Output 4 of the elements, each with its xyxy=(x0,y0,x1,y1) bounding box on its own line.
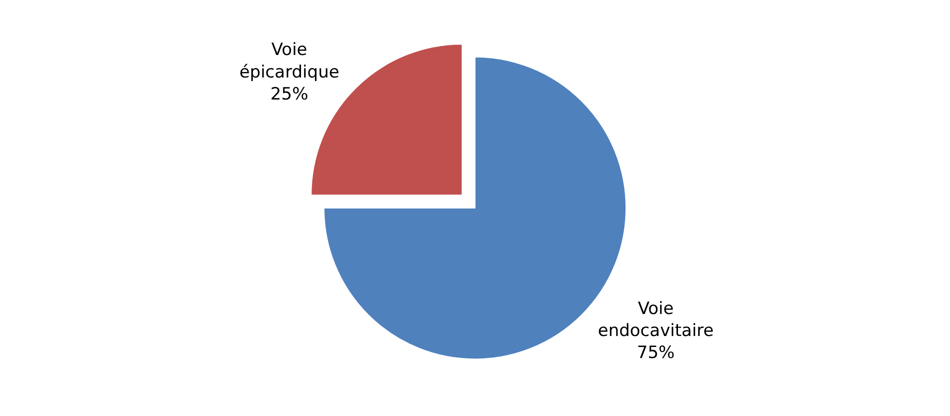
data-label: 25% xyxy=(270,84,308,104)
data-label: 75% xyxy=(636,342,675,363)
slice-label: Voie endocavitaire xyxy=(598,298,714,341)
slice-label: Voie épicardique xyxy=(239,40,340,82)
